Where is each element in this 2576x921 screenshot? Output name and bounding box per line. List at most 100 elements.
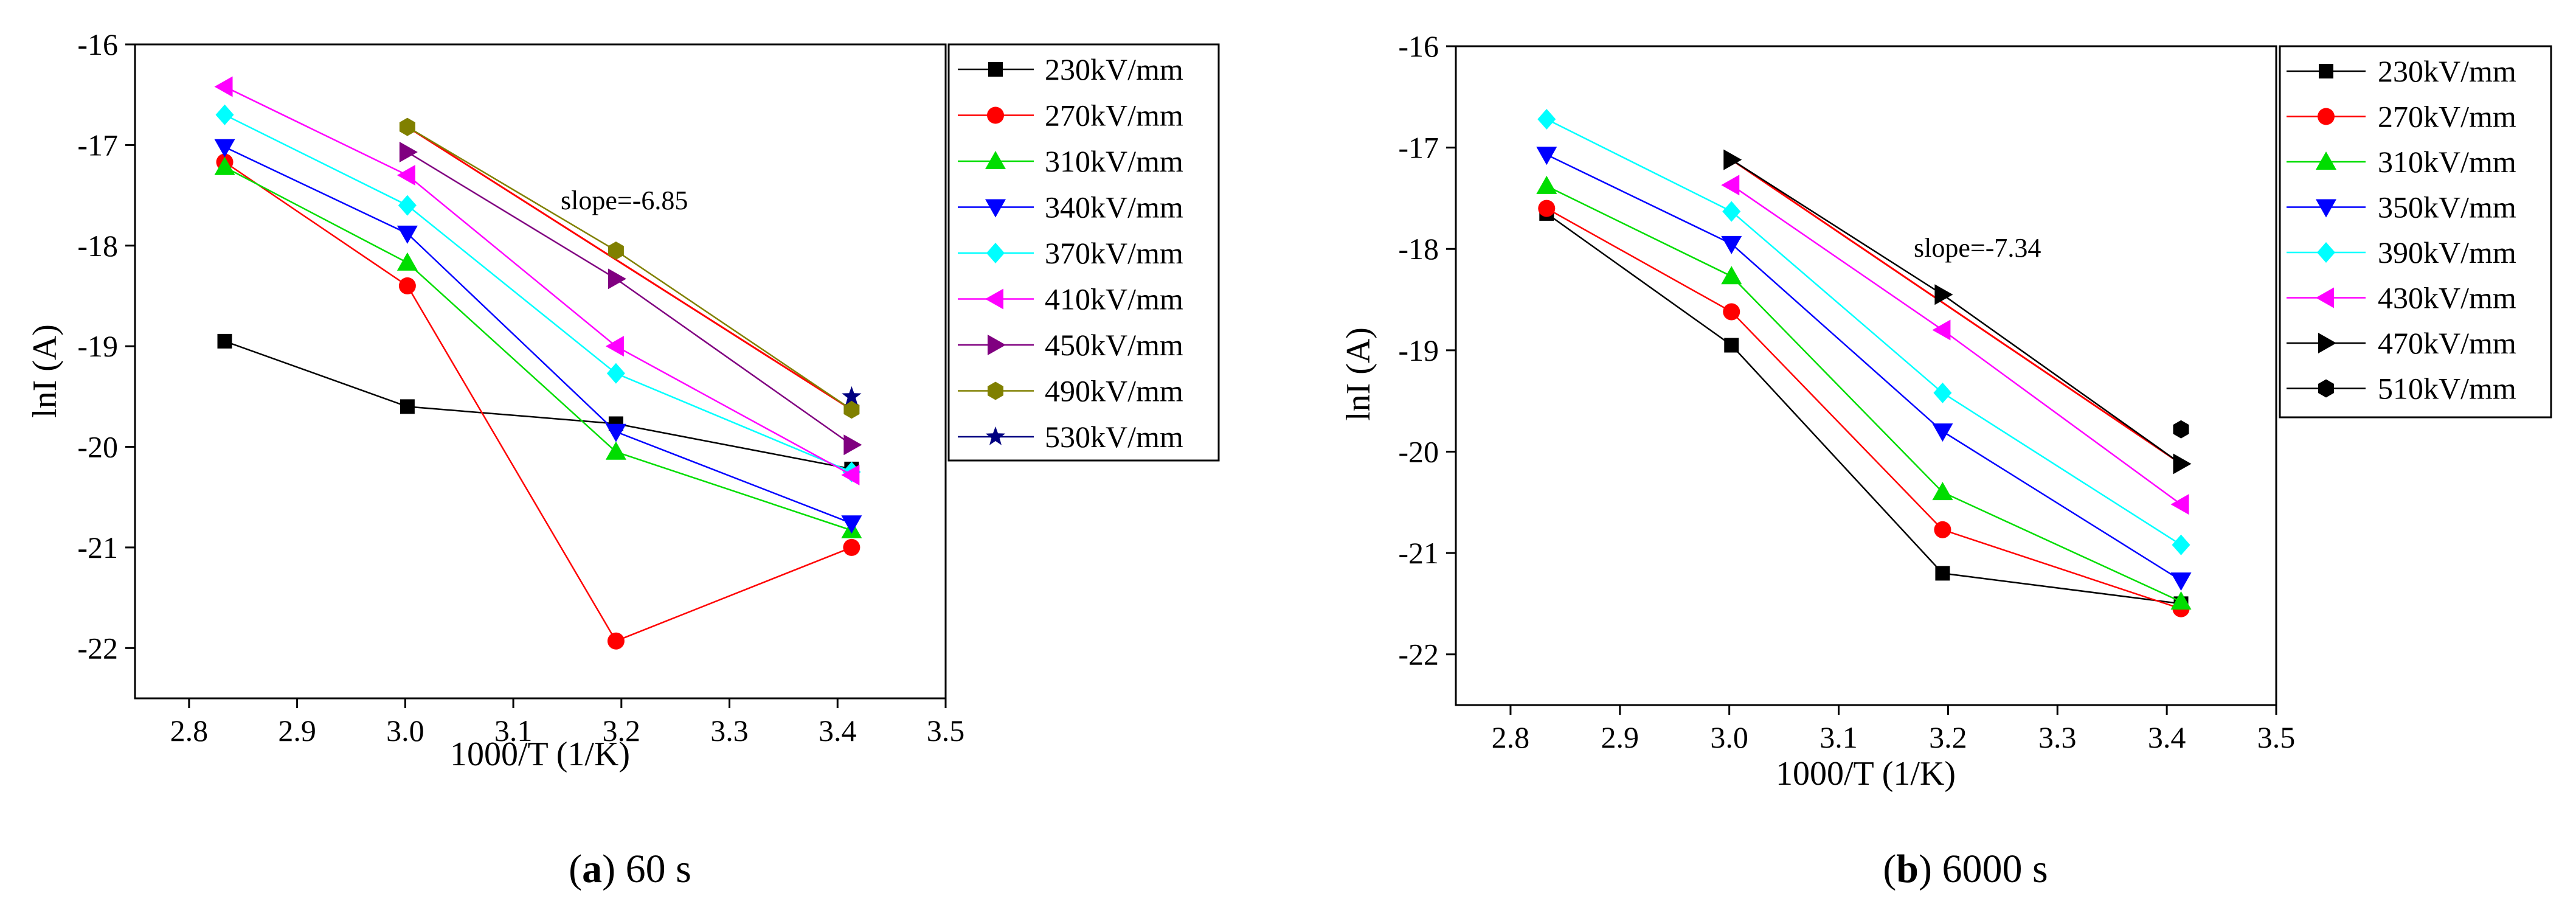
data-point bbox=[1538, 200, 1556, 217]
series-390kV/mm bbox=[1537, 108, 2190, 555]
legend-label: 530kV/mm bbox=[1045, 420, 1183, 454]
legend-label: 270kV/mm bbox=[1045, 99, 1183, 133]
data-point bbox=[396, 252, 418, 271]
data-point bbox=[841, 515, 862, 534]
legend-entries-b: 230kV/mm 270kV/mm 310kV/mm 350kV/mm 390kV/mm… bbox=[2287, 54, 2516, 406]
ticks-a: 2.8 2.9 3.0 3.1 3.2 3.3 3.4 3.5 -16 -17 -18 -19 -20 -… bbox=[77, 27, 964, 748]
x-tick-label: 3.2 bbox=[1929, 720, 1967, 754]
data-point bbox=[841, 464, 860, 485]
series-line bbox=[1546, 212, 2181, 605]
series-line bbox=[224, 86, 852, 476]
legend-marker bbox=[2318, 108, 2335, 125]
data-point bbox=[1934, 284, 1953, 305]
legend-marker bbox=[988, 335, 1006, 355]
x-tick-label: 3.1 bbox=[494, 714, 533, 748]
legend-marker bbox=[987, 106, 1004, 124]
legend-marker bbox=[2316, 287, 2334, 308]
slope-annotation-b: slope=-7.34 bbox=[1914, 233, 2041, 263]
data-point bbox=[608, 268, 626, 290]
series-350kV/mm bbox=[1536, 147, 2192, 591]
data-point bbox=[843, 538, 860, 556]
legend-label: 450kV/mm bbox=[1045, 328, 1183, 362]
legend-item: 430kV/mm bbox=[2287, 281, 2516, 315]
x-tick-label: 3.2 bbox=[603, 714, 641, 748]
legend-marker bbox=[2316, 199, 2336, 218]
x-tick-label: 2.9 bbox=[1601, 720, 1639, 754]
data-point bbox=[1536, 147, 1557, 165]
y-tick-label: -20 bbox=[1398, 434, 1439, 468]
legend-marker bbox=[2316, 151, 2336, 170]
x-tick-label: 2.8 bbox=[170, 714, 209, 748]
y-tick-label: -17 bbox=[77, 128, 118, 162]
x-axis-label-b: 1000/T (1/K) bbox=[1776, 755, 1956, 793]
legend-marker bbox=[985, 199, 1006, 218]
legend-item: 410kV/mm bbox=[958, 282, 1183, 316]
caption-label-b: b bbox=[1896, 847, 1919, 891]
plot-frame-a bbox=[134, 43, 947, 700]
data-point bbox=[1721, 175, 1740, 196]
data-point bbox=[398, 277, 416, 294]
series-line bbox=[224, 161, 852, 642]
x-tick-label: 3.1 bbox=[1819, 720, 1858, 754]
series-490kV/mm bbox=[399, 117, 860, 419]
legend-item: 270kV/mm bbox=[2287, 100, 2516, 134]
data-point bbox=[2172, 534, 2190, 555]
x-tick-label: 3.4 bbox=[819, 714, 857, 748]
legend-marker bbox=[985, 288, 1003, 310]
chart-panel-b: 2.8 2.9 3.0 3.1 3.2 3.3 3.4 3.5 -16 -17 -18 -19 -20 -… bbox=[1340, 29, 2552, 891]
data-point bbox=[1932, 423, 1953, 442]
legend-item: 450kV/mm bbox=[958, 328, 1183, 362]
data-point bbox=[396, 165, 415, 186]
legend-marker bbox=[986, 243, 1005, 263]
legend-marker bbox=[985, 426, 1006, 445]
x-axis-label-a: 1000/T (1/K) bbox=[450, 735, 630, 773]
y-tick-label: -19 bbox=[77, 329, 118, 363]
x-tick-label: 3.5 bbox=[2257, 720, 2296, 754]
legend-label: 350kV/mm bbox=[2378, 190, 2516, 224]
legend-item: 390kV/mm bbox=[2287, 235, 2516, 269]
legend-label: 270kV/mm bbox=[2378, 100, 2516, 134]
legend-item: 510kV/mm bbox=[2287, 372, 2516, 406]
data-point bbox=[1723, 303, 1740, 321]
data-point bbox=[2173, 453, 2192, 474]
x-tick-label: 2.9 bbox=[278, 714, 316, 748]
legend-marker bbox=[2318, 379, 2334, 398]
series-line bbox=[1546, 118, 2182, 546]
data-point bbox=[843, 434, 862, 456]
data-point bbox=[1935, 566, 1950, 581]
data-point bbox=[1722, 201, 1741, 222]
data-point bbox=[606, 363, 625, 384]
y-tick-label: -17 bbox=[1398, 131, 1439, 165]
y-tick-label: -22 bbox=[1398, 638, 1439, 672]
slope-fit-line bbox=[1731, 159, 2182, 465]
legend-label: 230kV/mm bbox=[2378, 54, 2516, 88]
data-point bbox=[2170, 572, 2192, 591]
series-layer-b bbox=[1536, 108, 2192, 617]
legend-label: 390kV/mm bbox=[2378, 235, 2516, 269]
legend-label: 310kV/mm bbox=[2378, 145, 2516, 179]
legend-label: 310kV/mm bbox=[1045, 144, 1183, 178]
series-340kV/mm bbox=[214, 139, 862, 534]
y-tick-label: -21 bbox=[77, 530, 118, 565]
legend-label: 470kV/mm bbox=[2378, 326, 2516, 360]
data-point bbox=[1721, 266, 1742, 285]
data-point bbox=[214, 139, 235, 158]
legend-marker bbox=[2319, 64, 2333, 78]
slope-fit-line bbox=[407, 126, 853, 411]
data-point bbox=[400, 399, 415, 414]
y-tick-label: -21 bbox=[1398, 536, 1439, 570]
data-point bbox=[399, 141, 418, 162]
series-line bbox=[224, 166, 852, 531]
ticks-b: 2.8 2.9 3.0 3.1 3.2 3.3 3.4 3.5 -16 -17 -18 -19 -20 -… bbox=[1398, 29, 2295, 754]
legend-entries-a: 230kV/mm 270kV/mm 310kV/mm 340kV/mm 370kV/mm… bbox=[958, 52, 1183, 454]
x-tick-label: 3.0 bbox=[1710, 720, 1748, 754]
series-450kV/mm bbox=[399, 141, 862, 456]
data-point bbox=[215, 104, 234, 125]
caption-text-b: 6000 s bbox=[1942, 847, 2048, 891]
data-point bbox=[1537, 108, 1556, 130]
fit-line-a bbox=[407, 126, 853, 411]
data-point bbox=[1724, 338, 1739, 353]
y-tick-label: -18 bbox=[77, 229, 118, 263]
x-tick-label: 3.3 bbox=[2038, 720, 2077, 754]
data-point bbox=[843, 400, 860, 419]
